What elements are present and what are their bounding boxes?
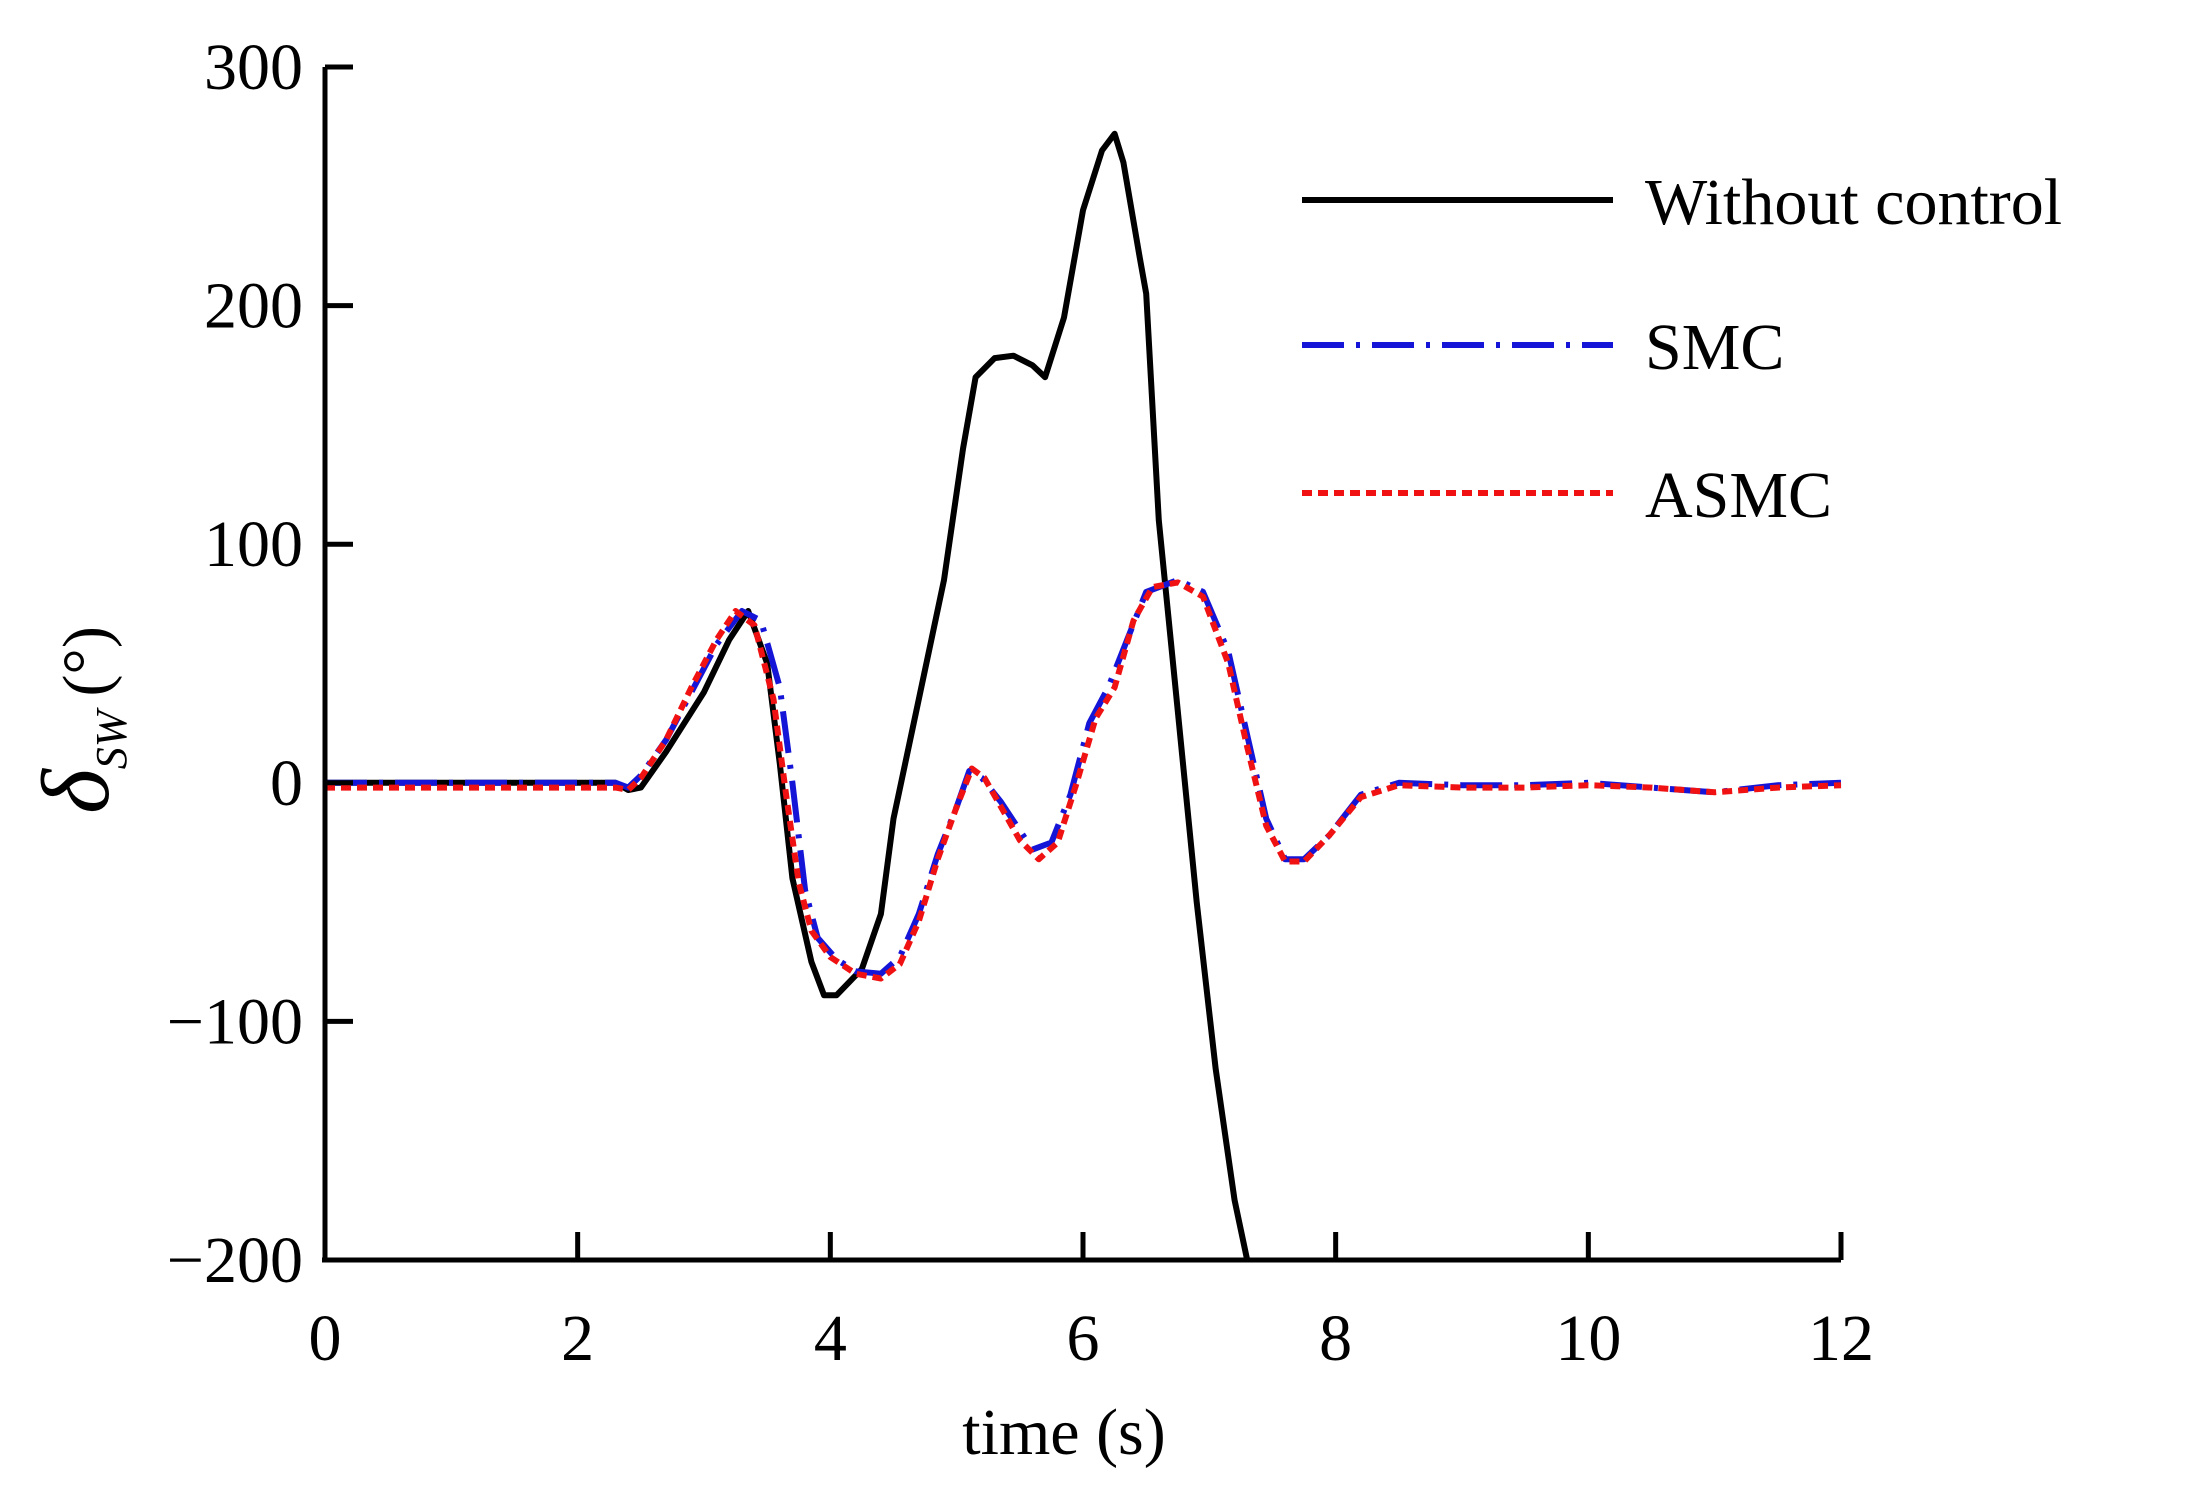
series-line-asmc (325, 579, 1842, 982)
y-axis-title: δSW (°) (22, 626, 136, 814)
x-axis-title: time (s) (962, 1396, 1165, 1469)
x-tick-label: 6 (1067, 1302, 1100, 1375)
y-tick-label: −200 (167, 1224, 303, 1297)
x-tick-label: 4 (814, 1302, 847, 1375)
y-axis-subscript: SW (87, 707, 136, 769)
y-axis-symbol: δ (22, 768, 129, 814)
y-tick-label: 0 (270, 747, 303, 820)
x-tick-label: 2 (561, 1302, 594, 1375)
x-tick-label: 8 (1319, 1302, 1352, 1375)
x-tick-label: 10 (1555, 1302, 1621, 1375)
axes (322, 67, 1841, 1263)
legend-label: ASMC (1645, 459, 1832, 532)
legend-label: Without control (1645, 166, 2062, 239)
x-tick-label: 0 (309, 1302, 342, 1375)
y-tick-label: −100 (167, 985, 303, 1058)
legend: Without control SMC ASMC (1302, 166, 2062, 532)
ticks: 0 2 4 6 8 10 12 300 200 100 0 −100 −200 (167, 31, 1874, 1375)
y-tick-label: 300 (204, 31, 303, 104)
series-layer (325, 130, 1842, 1261)
svg-text:δSW(°): δSW (°) (22, 626, 136, 814)
series-line-without-control (325, 130, 1251, 1261)
series-line-smc (325, 577, 1842, 977)
y-tick-label: 200 (204, 270, 303, 343)
legend-label: SMC (1645, 311, 1784, 384)
y-axis-unit: (°) (50, 626, 123, 696)
y-tick-label: 100 (204, 508, 303, 581)
x-tick-label: 12 (1808, 1302, 1874, 1375)
